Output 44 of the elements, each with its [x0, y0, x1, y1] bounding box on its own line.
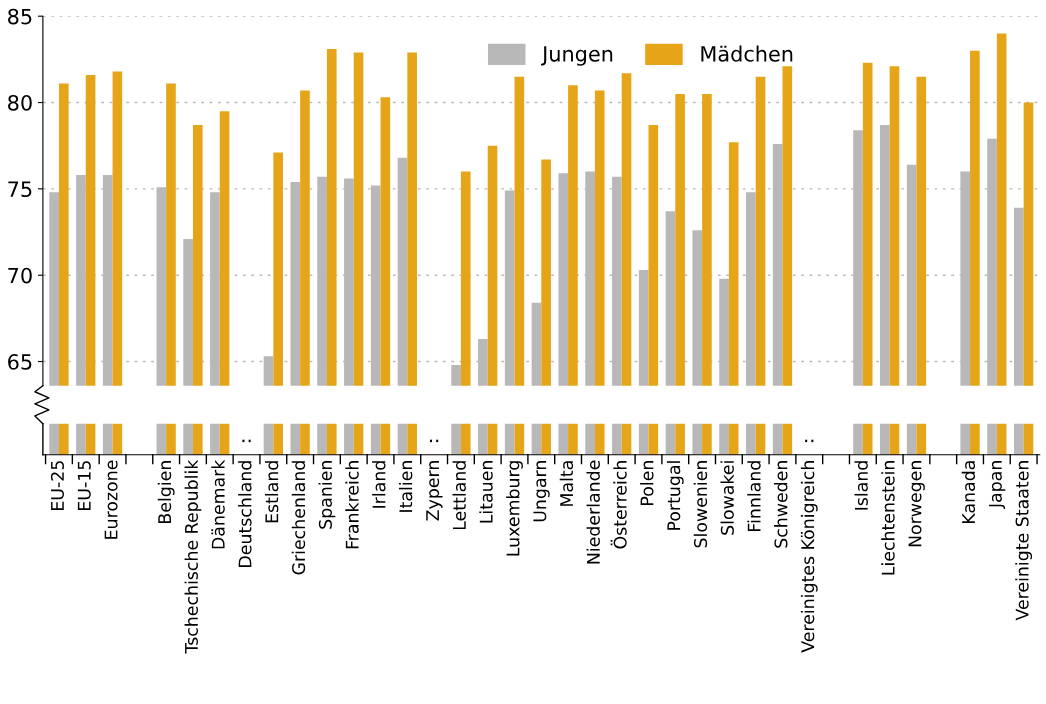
x-tick-label: Ungarn: [533, 461, 550, 522]
x-tick-label: Slowenien: [693, 461, 708, 548]
x-tick-label: Estland: [264, 461, 279, 523]
x-tick-label: Schweden: [774, 461, 788, 548]
legend-label: Jungen: [541, 46, 613, 66]
x-tick-label: Lettland: [452, 461, 466, 530]
y-tick-label: 65: [8, 353, 32, 370]
x-tick-label: Japan: [988, 461, 1006, 509]
x-tick-label: Norwegen: [908, 461, 925, 547]
legend-label: Mädchen: [701, 45, 793, 62]
x-tick-label: Österreich: [610, 461, 627, 549]
x-tick-label: Italien: [398, 461, 413, 512]
x-tick-label: Vereinigtes Königreich: [800, 461, 818, 653]
x-tick-label: Eurozone: [104, 460, 118, 539]
annotation: ..: [242, 439, 251, 443]
x-tick-label: Belgien: [157, 461, 175, 523]
y-tick-label: 85: [8, 8, 32, 25]
x-tick-label: Kanada: [961, 461, 976, 523]
x-tick-label: Vereinigte Staaten: [1015, 461, 1033, 621]
x-tick-label: Spanien: [318, 461, 336, 529]
x-tick-label: Portugal: [666, 461, 684, 530]
x-tick-label: Dänemark: [211, 459, 225, 549]
x-tick-label: Irland: [372, 461, 386, 508]
x-tick-label: Polen: [640, 461, 654, 505]
x-tick-label: Deutschland: [238, 461, 252, 567]
x-tick-label: Tschechische Republik: [184, 459, 202, 654]
annotation: ..: [805, 439, 814, 443]
x-tick-label: Finnland: [747, 461, 761, 531]
annotation: ..: [430, 439, 439, 443]
x-tick-label: Slowakei: [720, 461, 734, 535]
x-tick-label: Griechenland: [291, 461, 306, 575]
y-tick-label: 70: [8, 267, 32, 284]
y-tick-label: 75: [8, 181, 32, 198]
x-tick-label: EU-15: [77, 461, 91, 510]
x-tick-label: EU-25: [50, 461, 64, 510]
y-tick-label: 80: [8, 94, 32, 111]
x-tick-label: Zypern: [426, 461, 443, 521]
x-tick-label: Niederlande: [586, 460, 600, 564]
x-tick-label: Frankreich: [345, 461, 359, 549]
x-tick-label: Island: [854, 461, 868, 510]
x-tick-label: Liechtenstein: [881, 461, 895, 575]
x-tick-label: Malta: [559, 461, 574, 506]
x-tick-label: Luxemburg: [506, 461, 523, 556]
x-tick-label: Litauen: [479, 461, 493, 523]
